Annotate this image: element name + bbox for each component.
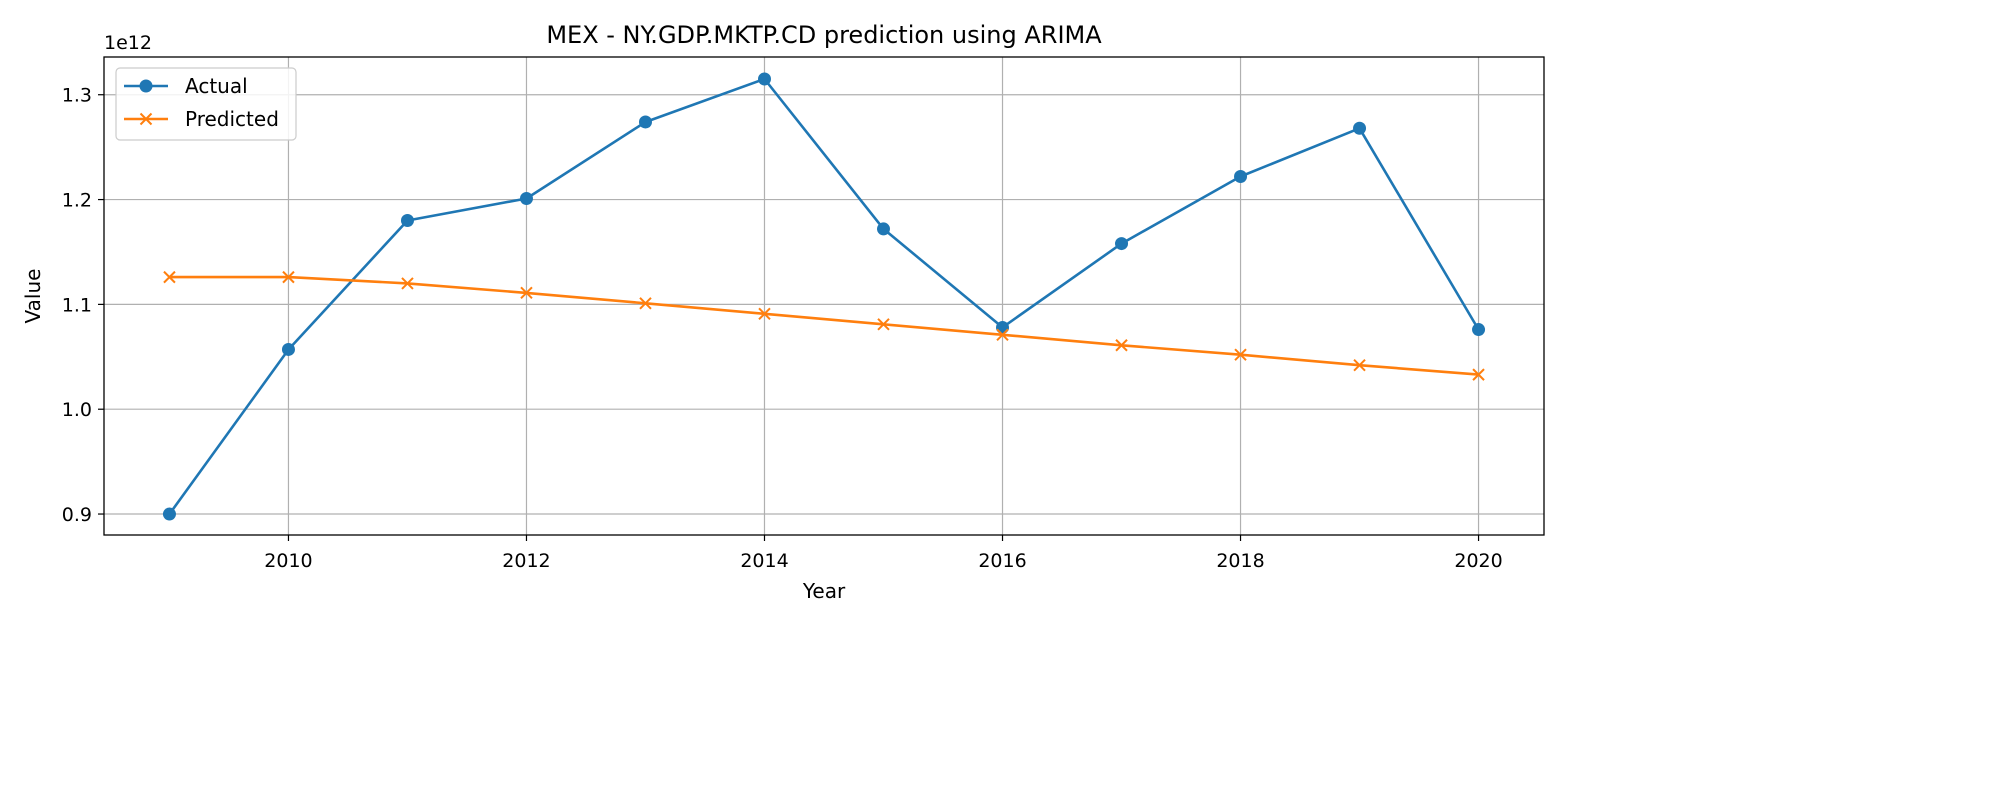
y-offset-label: 1e12 bbox=[104, 32, 152, 54]
legend-label-predicted: Predicted bbox=[185, 107, 279, 131]
data-point-actual bbox=[996, 320, 1010, 334]
legend-label-actual: Actual bbox=[185, 74, 248, 98]
data-point-actual bbox=[400, 214, 414, 228]
data-point-predicted bbox=[996, 328, 1009, 341]
data-point-predicted bbox=[520, 286, 533, 300]
data-point-predicted bbox=[758, 307, 771, 321]
data-point-predicted bbox=[1353, 358, 1366, 372]
data-point-actual bbox=[1472, 323, 1486, 337]
series-line-predicted bbox=[169, 275, 1479, 376]
x-tick-label: 2014 bbox=[740, 550, 788, 572]
legend-marker-actual bbox=[139, 79, 153, 93]
y-tick-label: 0.9 bbox=[62, 504, 92, 526]
grid bbox=[104, 57, 1544, 535]
data-point-predicted bbox=[877, 318, 890, 331]
data-point-actual bbox=[1234, 170, 1248, 183]
y-tick-label: 1.2 bbox=[62, 190, 92, 212]
series-line-actual bbox=[168, 77, 1480, 515]
series-predicted bbox=[163, 270, 1485, 381]
data-point-predicted bbox=[401, 277, 414, 290]
data-point-actual bbox=[162, 507, 176, 521]
series-layer bbox=[162, 72, 1486, 521]
data-point-predicted bbox=[639, 297, 652, 310]
data-point-predicted bbox=[1234, 348, 1247, 361]
data-point-actual bbox=[1115, 237, 1129, 251]
ticks: 2010 2012 2014 2016 2018 2020 0.9 1.0 1.1 1.2 1.3 bbox=[62, 85, 1503, 572]
x-tick-label: 2010 bbox=[264, 550, 312, 572]
data-point-actual bbox=[1353, 121, 1367, 135]
data-point-actual bbox=[757, 72, 771, 86]
data-point-actual bbox=[519, 192, 533, 206]
x-tick-label: 2020 bbox=[1454, 550, 1502, 572]
data-point-predicted bbox=[163, 270, 176, 284]
y-tick-label: 1.1 bbox=[62, 294, 92, 316]
data-point-actual bbox=[877, 222, 891, 236]
chart-title: MEX - NY.GDP.MKTP.CD prediction using AR… bbox=[546, 21, 1102, 49]
data-point-predicted bbox=[1115, 339, 1128, 352]
x-tick-label: 2012 bbox=[502, 550, 550, 572]
y-axis-label: Value bbox=[21, 269, 45, 324]
chart: 2010 2012 2014 2016 2018 20200.91.01.11.21.3 … bbox=[21, 21, 1545, 603]
series-actual bbox=[162, 72, 1486, 521]
data-point-predicted bbox=[1472, 368, 1485, 381]
x-tick-label: 2016 bbox=[978, 550, 1026, 572]
x-axis-label: Year bbox=[802, 579, 846, 603]
data-point-actual bbox=[638, 115, 652, 129]
legend-marker-predicted bbox=[139, 112, 153, 126]
y-tick-label: 1.0 bbox=[62, 399, 92, 421]
data-point-predicted bbox=[282, 270, 295, 284]
x-tick-label: 2018 bbox=[1216, 550, 1264, 572]
plot-frame bbox=[103, 56, 1545, 536]
y-tick-label: 1.3 bbox=[62, 85, 92, 107]
data-point-actual bbox=[281, 342, 295, 356]
legend: Actual Predicted bbox=[115, 67, 297, 141]
